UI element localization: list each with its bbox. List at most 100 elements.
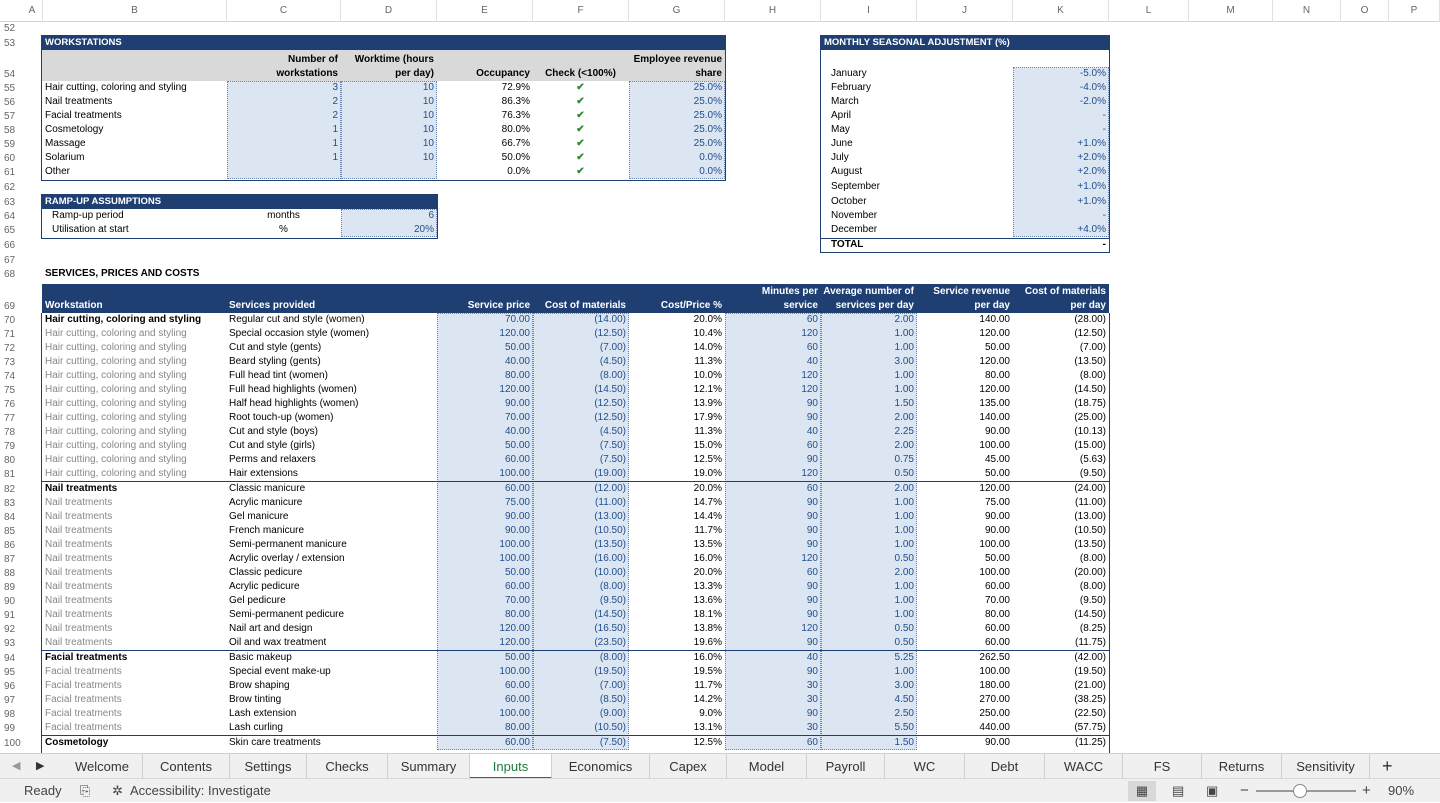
row-number[interactable]: 79 bbox=[4, 441, 16, 452]
row-number[interactable]: 91 bbox=[4, 610, 16, 621]
row-number[interactable]: 82 bbox=[4, 484, 16, 495]
row-number[interactable]: 87 bbox=[4, 554, 16, 565]
worktime-inputs[interactable] bbox=[341, 81, 437, 179]
row-number[interactable]: 71 bbox=[4, 329, 16, 340]
employee-share-inputs[interactable] bbox=[629, 81, 725, 179]
row-number[interactable]: 59 bbox=[4, 139, 16, 150]
row-number[interactable]: 81 bbox=[4, 469, 16, 480]
workstations-count-inputs[interactable] bbox=[227, 81, 341, 179]
column-header-f[interactable]: F bbox=[533, 0, 629, 22]
column-header-b[interactable]: B bbox=[43, 0, 227, 22]
row-number[interactable]: 100 bbox=[4, 738, 21, 749]
row-number[interactable]: 64 bbox=[4, 211, 16, 222]
row-number[interactable]: 61 bbox=[4, 167, 16, 178]
tab-settings[interactable]: Settings bbox=[230, 754, 307, 779]
tab-scroll-right-icon[interactable]: ▶ bbox=[36, 760, 45, 772]
row-number[interactable]: 69 bbox=[4, 301, 16, 312]
tab-wc[interactable]: WC bbox=[885, 754, 965, 779]
tab-economics[interactable]: Economics bbox=[552, 754, 650, 779]
tab-fs[interactable]: FS bbox=[1123, 754, 1202, 779]
column-header-i[interactable]: I bbox=[821, 0, 917, 22]
column-header-a[interactable]: A bbox=[22, 0, 43, 22]
row-number[interactable]: 90 bbox=[4, 596, 16, 607]
row-number[interactable]: 66 bbox=[4, 240, 16, 251]
row-number[interactable]: 84 bbox=[4, 512, 16, 523]
column-header-k[interactable]: K bbox=[1013, 0, 1109, 22]
row-number[interactable]: 97 bbox=[4, 695, 16, 706]
row-number[interactable]: 74 bbox=[4, 371, 16, 382]
row-number[interactable]: 95 bbox=[4, 667, 16, 678]
row-number[interactable]: 88 bbox=[4, 568, 16, 579]
row-number[interactable]: 89 bbox=[4, 582, 16, 593]
tab-welcome[interactable]: Welcome bbox=[62, 754, 143, 779]
column-header-m[interactable]: M bbox=[1189, 0, 1273, 22]
row-number[interactable]: 55 bbox=[4, 83, 16, 94]
accessibility-status[interactable]: Accessibility: Investigate bbox=[130, 783, 271, 798]
tab-wacc[interactable]: WACC bbox=[1045, 754, 1123, 779]
tab-model[interactable]: Model bbox=[727, 754, 807, 779]
row-number[interactable]: 52 bbox=[4, 23, 16, 34]
column-header-e[interactable]: E bbox=[437, 0, 533, 22]
row-number[interactable]: 93 bbox=[4, 638, 16, 649]
zoom-level[interactable]: 90% bbox=[1388, 783, 1415, 798]
row-number[interactable]: 75 bbox=[4, 385, 16, 396]
tab-sensitivity[interactable]: Sensitivity bbox=[1282, 754, 1370, 779]
row-number[interactable]: 78 bbox=[4, 427, 16, 438]
add-sheet-icon[interactable]: + bbox=[1382, 756, 1393, 776]
tab-capex[interactable]: Capex bbox=[650, 754, 727, 779]
tab-checks[interactable]: Checks bbox=[307, 754, 388, 779]
row-number[interactable]: 70 bbox=[4, 315, 16, 326]
column-header-l[interactable]: L bbox=[1109, 0, 1189, 22]
row-number[interactable]: 92 bbox=[4, 624, 16, 635]
row-number[interactable]: 53 bbox=[4, 38, 16, 49]
material-inputs[interactable] bbox=[533, 313, 629, 750]
column-header-h[interactable]: H bbox=[725, 0, 821, 22]
price-inputs[interactable] bbox=[437, 313, 533, 750]
row-number[interactable]: 83 bbox=[4, 498, 16, 509]
minutes-inputs[interactable] bbox=[725, 313, 821, 750]
row-number[interactable]: 57 bbox=[4, 111, 16, 122]
row-number[interactable]: 72 bbox=[4, 343, 16, 354]
row-number[interactable]: 56 bbox=[4, 97, 16, 108]
seasonal-inputs[interactable] bbox=[1013, 67, 1109, 237]
tab-payroll[interactable]: Payroll bbox=[807, 754, 885, 779]
page-layout-view-icon[interactable]: ▤ bbox=[1172, 783, 1185, 798]
row-number[interactable]: 77 bbox=[4, 413, 16, 424]
column-header-j[interactable]: J bbox=[917, 0, 1013, 22]
tab-inputs[interactable]: Inputs bbox=[470, 754, 552, 779]
zoom-out-icon[interactable]: − bbox=[1240, 782, 1249, 799]
row-number[interactable]: 68 bbox=[4, 269, 16, 280]
page-break-view-icon[interactable]: ▣ bbox=[1206, 783, 1219, 798]
rampup-inputs[interactable] bbox=[341, 209, 437, 237]
tab-summary[interactable]: Summary bbox=[388, 754, 470, 779]
column-header-d[interactable]: D bbox=[341, 0, 437, 22]
column-header-p[interactable]: P bbox=[1389, 0, 1440, 22]
row-number[interactable]: 63 bbox=[4, 197, 16, 208]
tab-debt[interactable]: Debt bbox=[965, 754, 1045, 779]
zoom-slider-handle[interactable] bbox=[1293, 784, 1307, 798]
zoom-in-icon[interactable]: + bbox=[1362, 782, 1371, 799]
column-header-c[interactable]: C bbox=[227, 0, 341, 22]
row-number[interactable]: 85 bbox=[4, 526, 16, 537]
row-number[interactable]: 99 bbox=[4, 723, 16, 734]
row-number[interactable]: 67 bbox=[4, 255, 16, 266]
avg-services-inputs[interactable] bbox=[821, 313, 917, 750]
tab-scroll-left-icon[interactable]: ◀ bbox=[12, 760, 21, 772]
macro-record-icon[interactable]: ⎘ bbox=[80, 783, 91, 798]
tab-returns[interactable]: Returns bbox=[1202, 754, 1282, 779]
row-number[interactable]: 58 bbox=[4, 125, 16, 136]
normal-view-icon[interactable]: ▦ bbox=[1128, 781, 1156, 801]
row-number[interactable]: 60 bbox=[4, 153, 16, 164]
row-number[interactable]: 98 bbox=[4, 709, 16, 720]
column-header-g[interactable]: G bbox=[629, 0, 725, 22]
row-number[interactable]: 73 bbox=[4, 357, 16, 368]
accessibility-icon[interactable]: ✲ bbox=[112, 783, 123, 798]
row-number[interactable]: 76 bbox=[4, 399, 16, 410]
row-number[interactable]: 62 bbox=[4, 182, 16, 193]
column-header-n[interactable]: N bbox=[1273, 0, 1341, 22]
row-number[interactable]: 96 bbox=[4, 681, 16, 692]
row-number[interactable]: 54 bbox=[4, 69, 16, 80]
column-header-o[interactable]: O bbox=[1341, 0, 1389, 22]
row-number[interactable]: 65 bbox=[4, 225, 16, 236]
